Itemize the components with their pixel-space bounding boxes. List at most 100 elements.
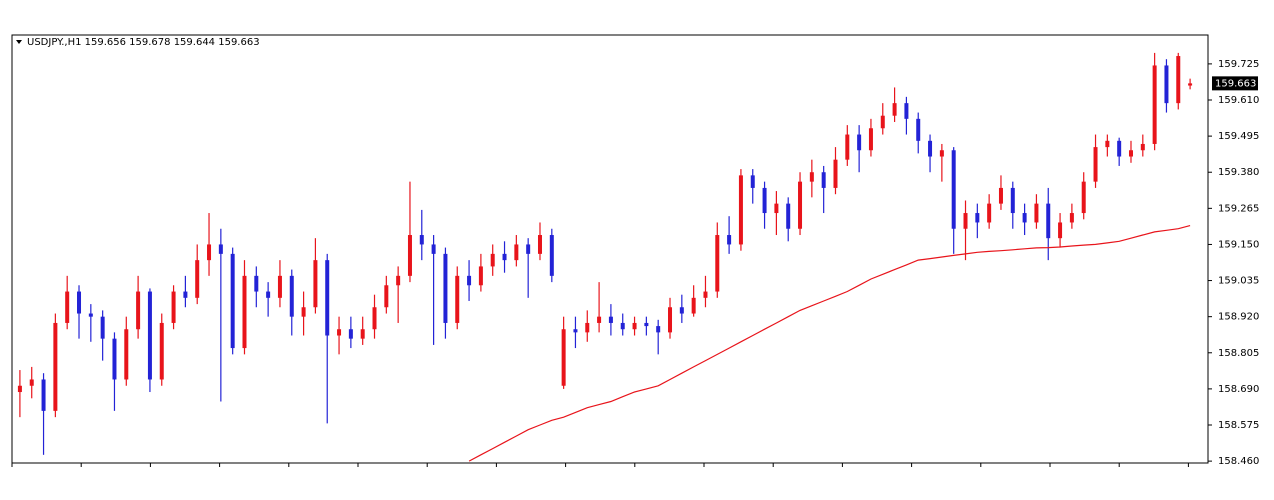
candle-body: [620, 322, 625, 330]
candle-body: [1117, 140, 1122, 157]
candle-body: [360, 329, 365, 339]
candle-body: [975, 213, 980, 223]
candle-body: [939, 150, 944, 157]
candle-body: [372, 307, 377, 330]
candle-body: [750, 175, 755, 188]
y-tick-label: 159.150: [1218, 239, 1259, 250]
candle-body: [289, 275, 294, 317]
candle-body: [277, 275, 282, 298]
candle-body: [857, 134, 862, 151]
y-tick-label: 158.575: [1218, 420, 1259, 431]
candle-body: [786, 203, 791, 229]
candle-body: [963, 213, 968, 229]
candle-body: [396, 275, 401, 286]
candle-body: [431, 244, 436, 254]
candle-body: [124, 329, 129, 380]
price-label-box: [1212, 76, 1258, 91]
candle-body: [526, 244, 531, 254]
y-tick-label: 158.805: [1218, 348, 1259, 359]
plot-frame: [11, 34, 1209, 464]
y-tick-label: 159.035: [1218, 276, 1259, 287]
candle-body: [821, 172, 826, 188]
current-price-label: 159.663: [1215, 78, 1256, 89]
candle-body: [904, 103, 909, 119]
candle-body: [53, 322, 58, 411]
candle-body: [325, 260, 330, 336]
candle-body: [171, 291, 176, 323]
candle-body: [679, 307, 684, 314]
candle-body: [384, 285, 389, 308]
candle-body: [100, 316, 105, 339]
candle-body: [514, 244, 519, 261]
candle-body: [1164, 65, 1169, 104]
candle-body: [207, 244, 212, 261]
candle-body: [41, 379, 46, 411]
candle-body: [17, 385, 22, 393]
y-tick-label: 158.690: [1218, 384, 1259, 395]
candle-body: [313, 260, 318, 308]
y-tick-label: 159.495: [1218, 131, 1259, 142]
candle-body: [337, 329, 342, 336]
candle-body: [549, 235, 554, 276]
candle-body: [478, 266, 483, 286]
candle-body: [892, 103, 897, 116]
candle-body: [1105, 140, 1110, 148]
candle-body: [455, 275, 460, 323]
candle-body: [65, 291, 70, 323]
y-tick-label: 159.610: [1218, 95, 1259, 106]
candle-body: [419, 235, 424, 245]
candle-body: [1058, 222, 1063, 239]
candle-body: [561, 329, 566, 386]
candle-body: [809, 172, 814, 182]
candle-body: [1176, 56, 1181, 104]
candle-body: [254, 275, 259, 292]
candle-body: [147, 291, 152, 380]
candle-body: [195, 260, 200, 298]
candle-body: [608, 316, 613, 323]
menu-arrow: [16, 40, 22, 44]
candle-body: [656, 326, 661, 333]
y-tick-label: 158.920: [1218, 312, 1259, 323]
candle-body: [1081, 181, 1086, 214]
candle-body: [77, 291, 82, 314]
candle-body: [691, 297, 696, 314]
candle-body: [112, 338, 117, 380]
candle-body: [632, 322, 637, 330]
candle-body: [597, 316, 602, 323]
candle-body: [136, 291, 141, 330]
candle-body: [774, 203, 779, 214]
candle-body: [502, 253, 507, 261]
candle-body: [443, 253, 448, 323]
candle-body: [348, 329, 353, 339]
candle-body: [916, 118, 921, 141]
candle-body: [1034, 203, 1039, 223]
candle-body: [407, 235, 412, 276]
candle-body: [868, 128, 873, 151]
candle-body: [1010, 187, 1015, 214]
candle-body: [1046, 203, 1051, 239]
candle-body: [573, 329, 578, 333]
candle-body: [467, 275, 472, 286]
candle-body: [738, 175, 743, 245]
candle-body: [301, 307, 306, 317]
candle-body: [928, 140, 933, 157]
candle-body: [585, 322, 590, 333]
candle-body: [1093, 147, 1098, 182]
candle-body: [242, 275, 247, 349]
candle-body: [998, 187, 1003, 204]
candle-body: [703, 291, 708, 298]
candle-body: [845, 134, 850, 160]
candle-body: [159, 322, 164, 380]
candle-body: [183, 291, 188, 298]
y-tick-label: 159.725: [1218, 59, 1259, 70]
candle-body: [762, 187, 767, 214]
candle-body: [218, 244, 223, 254]
candle-body: [798, 181, 803, 229]
candle-body: [1140, 143, 1145, 151]
y-tick-label: 159.265: [1218, 203, 1259, 214]
chart-title: USDJPY.,H1 159.656 159.678 159.644 159.6…: [27, 37, 260, 48]
candle-body: [951, 150, 956, 229]
candle-body: [727, 235, 732, 245]
